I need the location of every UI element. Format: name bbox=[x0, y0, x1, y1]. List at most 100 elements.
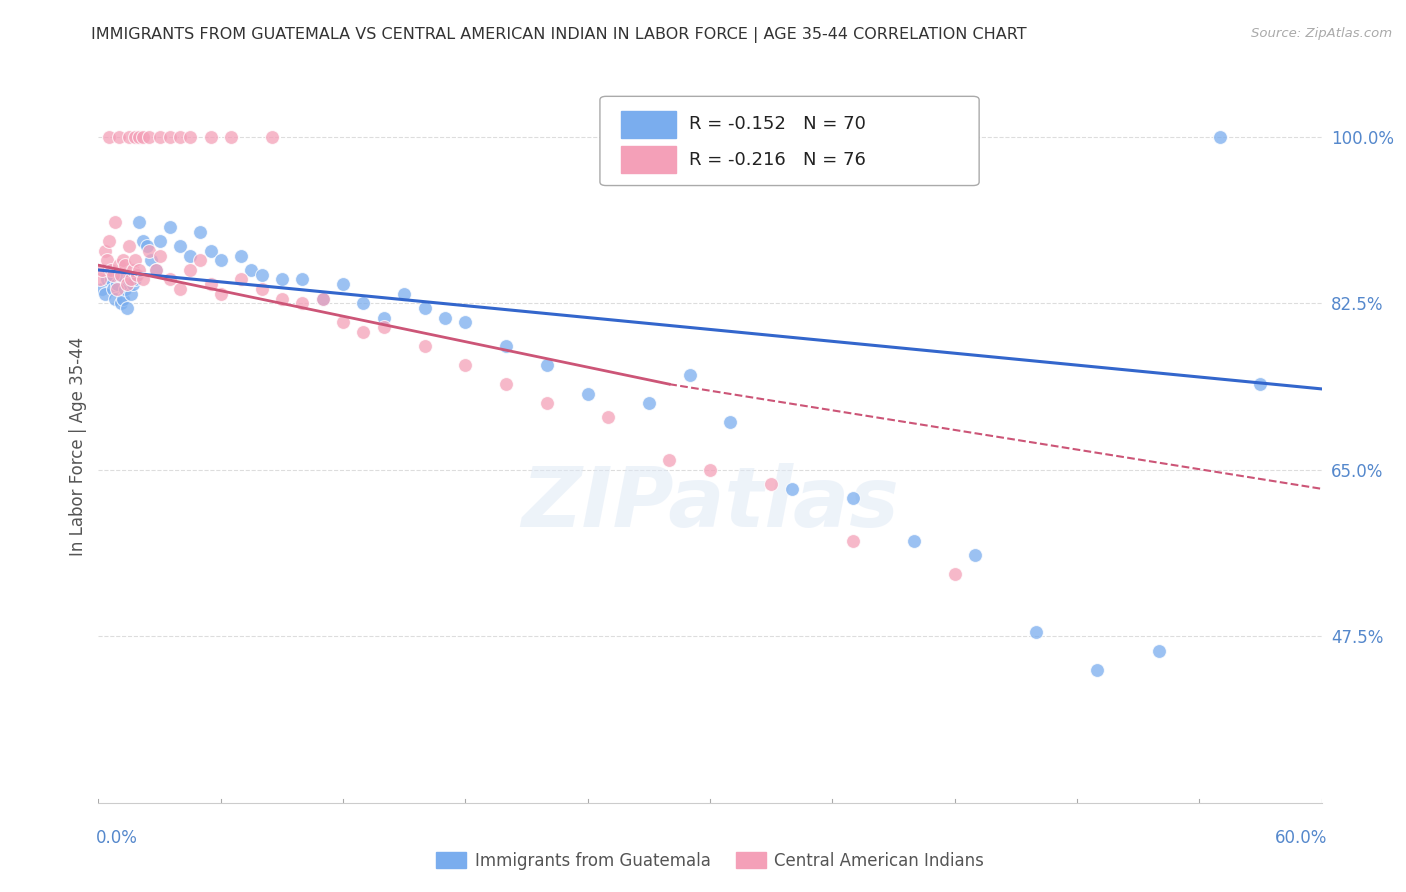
Point bbox=[122, 263, 145, 277]
Point bbox=[110, 296, 132, 310]
Point bbox=[270, 292, 294, 306]
Point bbox=[312, 292, 335, 306]
Point bbox=[240, 263, 263, 277]
Point bbox=[596, 410, 619, 425]
Point bbox=[841, 491, 863, 506]
Point bbox=[352, 325, 374, 339]
Point bbox=[115, 301, 138, 315]
Point bbox=[120, 272, 142, 286]
Point bbox=[658, 453, 681, 467]
Point bbox=[115, 277, 138, 292]
Point bbox=[96, 272, 118, 286]
Point bbox=[159, 220, 181, 235]
Point bbox=[536, 358, 558, 372]
Point bbox=[413, 301, 436, 315]
Text: 60.0%: 60.0% bbox=[1275, 829, 1327, 847]
Point bbox=[128, 263, 150, 277]
Point bbox=[105, 282, 128, 296]
Point bbox=[93, 286, 115, 301]
Point bbox=[104, 292, 127, 306]
Point bbox=[128, 129, 150, 144]
Point bbox=[200, 277, 222, 292]
Text: R = -0.216   N = 76: R = -0.216 N = 76 bbox=[689, 151, 866, 169]
Point bbox=[149, 235, 172, 249]
Point bbox=[536, 396, 558, 410]
Point bbox=[127, 268, 149, 282]
Bar bbox=[620, 146, 676, 173]
Point bbox=[495, 339, 517, 353]
Point bbox=[1208, 129, 1232, 144]
Point bbox=[1147, 643, 1170, 657]
Point bbox=[200, 129, 222, 144]
Point bbox=[97, 129, 120, 144]
Text: R = -0.152   N = 70: R = -0.152 N = 70 bbox=[689, 115, 866, 133]
Point bbox=[122, 277, 145, 292]
Point bbox=[576, 386, 599, 401]
Point bbox=[169, 239, 191, 253]
Point bbox=[124, 272, 146, 286]
Point bbox=[118, 129, 141, 144]
Point bbox=[454, 358, 477, 372]
Point bbox=[96, 253, 118, 268]
Point bbox=[291, 296, 314, 310]
Point bbox=[101, 268, 124, 282]
Legend: Immigrants from Guatemala, Central American Indians: Immigrants from Guatemala, Central Ameri… bbox=[430, 846, 990, 877]
Point bbox=[841, 534, 863, 549]
Point bbox=[373, 320, 395, 334]
Point bbox=[145, 263, 167, 277]
Point bbox=[132, 235, 155, 249]
Point bbox=[100, 272, 122, 286]
Point bbox=[179, 129, 201, 144]
Point bbox=[128, 215, 150, 229]
Point bbox=[250, 282, 273, 296]
Text: 0.0%: 0.0% bbox=[96, 829, 138, 847]
Point bbox=[270, 272, 294, 286]
Point bbox=[1085, 663, 1108, 677]
Point bbox=[495, 377, 517, 392]
Point bbox=[91, 263, 114, 277]
Point bbox=[1249, 377, 1271, 392]
Point bbox=[97, 235, 120, 249]
Point bbox=[720, 415, 742, 429]
Point bbox=[108, 258, 131, 272]
Point bbox=[89, 272, 111, 286]
Point bbox=[110, 268, 132, 282]
Point bbox=[114, 282, 136, 296]
Point bbox=[699, 463, 721, 477]
Point bbox=[188, 253, 212, 268]
Point bbox=[413, 339, 436, 353]
Point bbox=[105, 277, 128, 292]
Point bbox=[145, 263, 167, 277]
Point bbox=[759, 477, 782, 491]
Point bbox=[132, 272, 155, 286]
Point bbox=[138, 129, 160, 144]
Point bbox=[114, 258, 136, 272]
Point bbox=[943, 567, 966, 582]
Point bbox=[433, 310, 456, 325]
Point bbox=[332, 277, 354, 292]
Point bbox=[132, 129, 155, 144]
Point bbox=[352, 296, 374, 310]
Point bbox=[179, 263, 201, 277]
Point bbox=[1025, 624, 1047, 639]
Point bbox=[91, 282, 114, 296]
Point bbox=[93, 244, 115, 258]
Point bbox=[200, 244, 222, 258]
Point bbox=[179, 249, 201, 263]
Point bbox=[149, 129, 172, 144]
Point bbox=[108, 129, 131, 144]
Point bbox=[679, 368, 702, 382]
Text: IMMIGRANTS FROM GUATEMALA VS CENTRAL AMERICAN INDIAN IN LABOR FORCE | AGE 35-44 : IMMIGRANTS FROM GUATEMALA VS CENTRAL AME… bbox=[91, 27, 1026, 43]
Point bbox=[149, 249, 172, 263]
Point bbox=[104, 215, 127, 229]
Point bbox=[454, 315, 477, 329]
Point bbox=[118, 272, 141, 286]
Point bbox=[392, 286, 416, 301]
Y-axis label: In Labor Force | Age 35-44: In Labor Force | Age 35-44 bbox=[69, 336, 87, 556]
Point bbox=[111, 253, 134, 268]
Point bbox=[312, 292, 335, 306]
Point bbox=[332, 315, 354, 329]
Point bbox=[219, 129, 242, 144]
Point bbox=[97, 263, 120, 277]
Point bbox=[188, 225, 212, 239]
